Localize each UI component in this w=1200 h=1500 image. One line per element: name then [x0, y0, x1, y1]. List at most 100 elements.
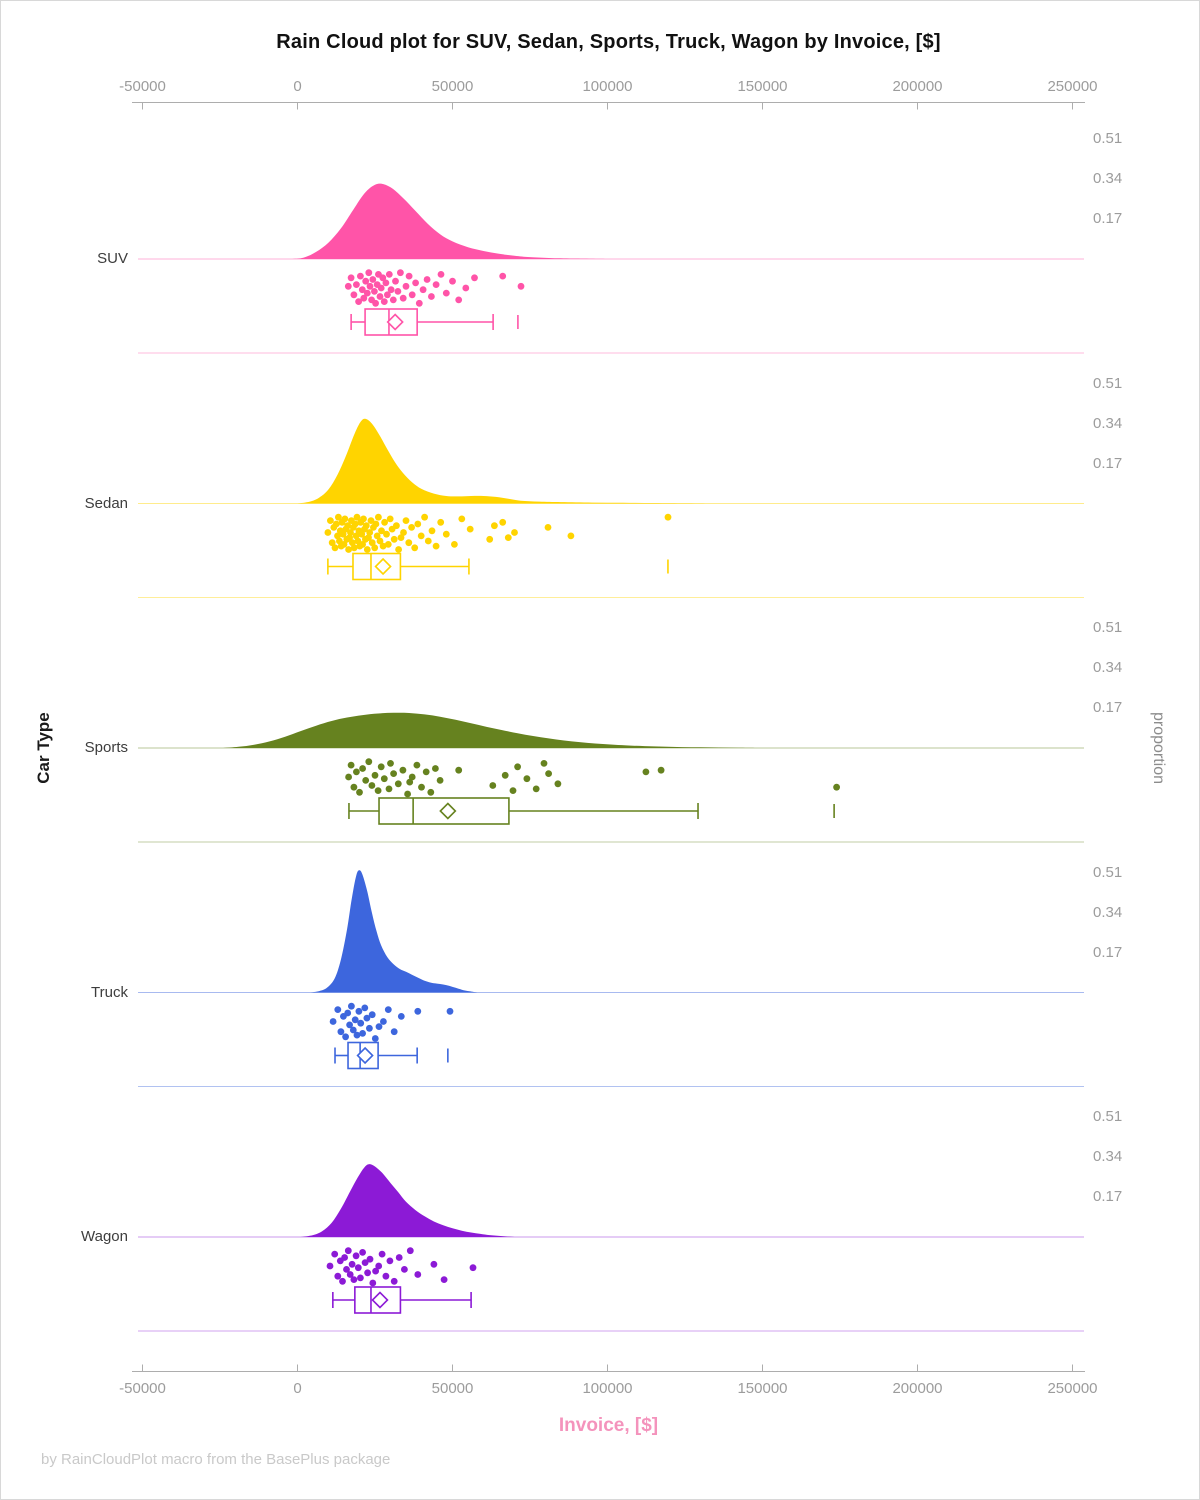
data-point [517, 282, 525, 290]
data-point [352, 532, 360, 540]
data-point [340, 541, 348, 548]
boxplot-suv [350, 308, 519, 336]
data-point [366, 1024, 373, 1032]
category-label-wagon: Wagon [81, 1228, 128, 1245]
data-point [427, 788, 435, 796]
data-point [328, 539, 336, 547]
data-point [390, 1028, 398, 1036]
data-point [339, 1277, 346, 1285]
data-point [436, 777, 444, 784]
data-point [331, 544, 339, 552]
data-point [567, 532, 575, 540]
x-tick-label: 50000 [431, 78, 474, 95]
data-point [390, 770, 397, 777]
category-label-sports: Sports [84, 739, 128, 756]
x-tick-label: -50000 [119, 1380, 166, 1397]
data-point [334, 1006, 342, 1013]
data-point [379, 274, 387, 282]
data-point [366, 282, 374, 290]
data-point [343, 1266, 350, 1273]
data-point [540, 760, 548, 767]
x-tick-label: 150000 [737, 1380, 788, 1397]
data-point [379, 542, 387, 550]
data-point [406, 1247, 414, 1255]
data-point [383, 530, 390, 538]
data-point [371, 544, 379, 552]
mean-diamond [386, 313, 404, 331]
data-point [357, 1274, 364, 1282]
data-point [358, 530, 366, 538]
data-point [371, 288, 378, 295]
data-point [489, 782, 497, 789]
proportion-tick-label: 0.34 [1093, 659, 1123, 677]
data-point [351, 520, 359, 528]
data-point [378, 1250, 386, 1258]
data-point [375, 513, 382, 521]
y-axis-title: Car Type [34, 712, 53, 784]
data-point [348, 1002, 355, 1010]
data-point [387, 286, 395, 294]
data-point [405, 539, 413, 547]
x-axis-title: Invoice, [$] [558, 1415, 659, 1436]
data-point [412, 279, 419, 287]
data-point [428, 293, 435, 300]
data-point [386, 1257, 394, 1265]
data-point [361, 1004, 369, 1012]
data-point [394, 780, 402, 788]
data-point [372, 520, 380, 528]
data-point [357, 272, 364, 280]
data-point [344, 1247, 352, 1255]
data-point [554, 780, 562, 788]
data-point [342, 1033, 349, 1041]
data-point [471, 274, 478, 282]
data-point [382, 279, 390, 287]
data-point [430, 1260, 438, 1268]
proportion-tick-label: 0.34 [1093, 170, 1123, 188]
data-point [664, 513, 672, 521]
data-point [363, 1014, 371, 1022]
data-point [458, 515, 466, 523]
data-point [395, 546, 402, 553]
data-point [337, 1028, 345, 1036]
data-point [514, 763, 521, 771]
data-point [351, 1016, 359, 1024]
mean-diamond [374, 557, 392, 576]
data-point [413, 761, 421, 769]
data-point [405, 272, 413, 280]
data-point [353, 281, 360, 288]
data-point [365, 758, 373, 766]
data-point [455, 296, 463, 304]
right-axis-title: proportion [1150, 711, 1167, 785]
data-point [344, 1009, 352, 1017]
mean-diamond [356, 1046, 374, 1065]
data-point [374, 787, 382, 794]
category-label-suv: SUV [97, 250, 128, 267]
data-point [344, 522, 352, 530]
data-point [532, 785, 540, 793]
data-point [386, 515, 394, 523]
x-tick-label: 0 [293, 1380, 302, 1397]
data-point [345, 546, 352, 553]
data-point [545, 770, 552, 777]
data-point [418, 783, 425, 791]
data-point [380, 298, 388, 305]
data-point [359, 541, 366, 548]
density-sedan [297, 418, 707, 504]
data-point [392, 277, 399, 285]
data-point [385, 785, 393, 793]
data-point [358, 286, 366, 294]
data-point [329, 1018, 337, 1025]
data-point [341, 1254, 348, 1261]
block-truck [138, 870, 1084, 1087]
data-point [353, 1031, 361, 1039]
data-point [397, 534, 405, 541]
data-point [414, 1271, 422, 1278]
data-point [432, 765, 439, 772]
data-point [334, 532, 341, 540]
data-point [362, 522, 370, 530]
data-point [350, 783, 358, 791]
data-point [501, 771, 509, 779]
data-point [408, 291, 416, 299]
data-point [353, 513, 361, 521]
x-tick-label: 200000 [892, 78, 943, 95]
